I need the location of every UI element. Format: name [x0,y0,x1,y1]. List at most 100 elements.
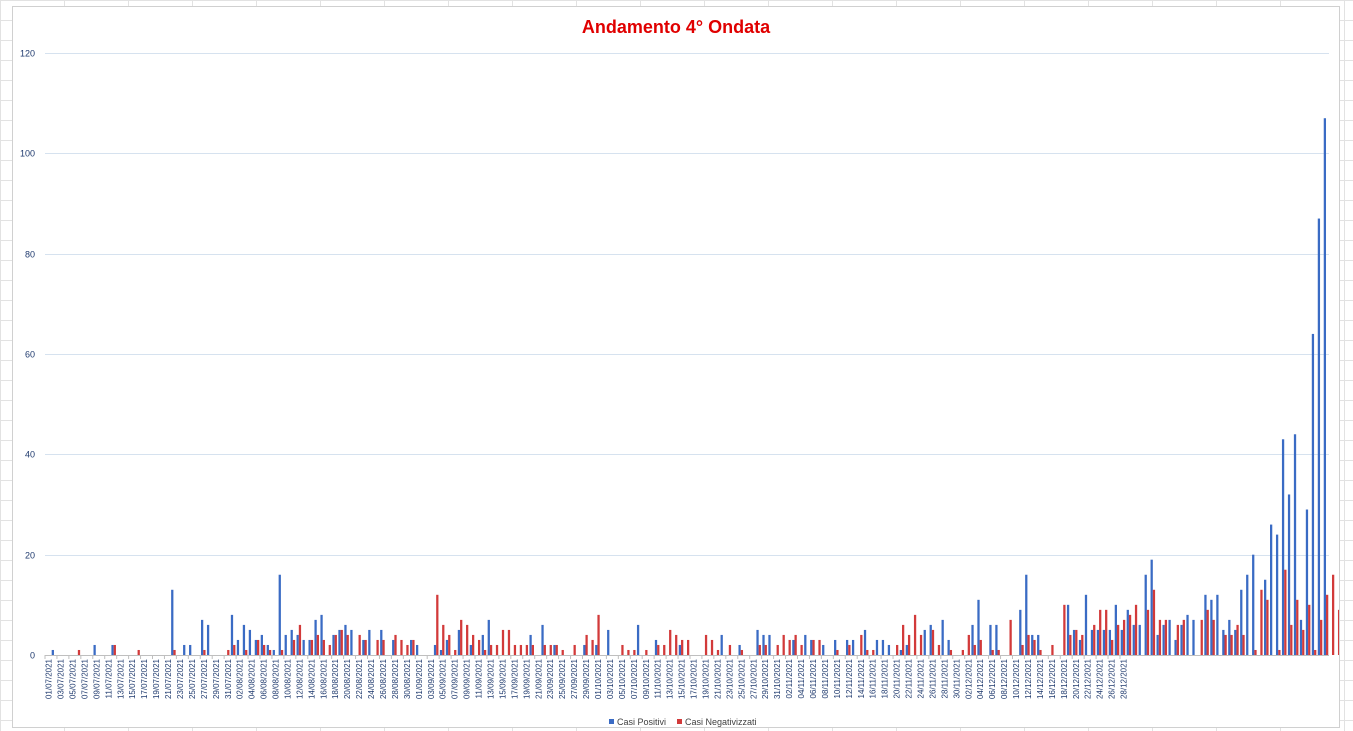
bar [597,614,600,655]
bar [290,629,293,655]
x-tick-label: 05/09/2021 [439,658,448,699]
bar [489,644,493,655]
bar [728,644,732,655]
bar [340,629,343,655]
bar [1174,639,1177,655]
bar [433,644,437,655]
bar [344,624,347,655]
x-tick-label: 22/12/2021 [1084,658,1093,699]
bar [919,634,923,655]
bar [1072,629,1076,655]
bar [899,649,902,655]
x-tick-label: 19/07/2021 [152,658,161,699]
bar [875,639,879,655]
x-tick-label: 27/10/2021 [749,658,758,699]
bar [1278,649,1281,655]
bar [477,639,481,655]
x-tick-label: 28/11/2021 [940,658,949,698]
bar [230,614,234,655]
bar [971,624,974,655]
x-tick-label: 31/07/2021 [224,658,233,699]
bar [1150,559,1153,655]
bar [1128,614,1132,655]
bar [137,649,140,655]
x-tick-label: 20/12/2021 [1072,658,1081,699]
bar [896,644,899,655]
x-tick-label: 30/08/2021 [403,658,412,699]
bar [553,644,556,655]
x-tick-label: 17/10/2021 [690,658,699,699]
bar [448,634,451,655]
bar [758,644,761,655]
x-tick-label: 19/09/2021 [522,658,531,699]
bar [561,649,564,655]
x-tick-label: 15/09/2021 [498,658,507,699]
x-tick-label: 05/10/2021 [618,658,627,699]
bar [941,619,944,655]
bar [997,649,1000,655]
x-tick-label: 17/07/2021 [140,658,149,699]
bar [189,644,192,655]
bar [113,644,116,655]
x-tick-label: 25/09/2021 [558,658,567,699]
bar [203,649,206,655]
bar [1305,509,1309,655]
x-tick-label: 17/09/2021 [510,658,519,699]
x-tick-label: 03/07/2021 [57,658,66,699]
bar [1146,609,1150,655]
bar [1108,629,1112,655]
bar [242,624,246,655]
bar [280,649,284,655]
bar [1204,594,1207,655]
bar [1176,624,1179,655]
x-tick-label: 04/12/2021 [976,658,985,699]
bar [1234,629,1237,655]
bar [929,624,932,655]
x-tick-label: 05/07/2021 [68,658,77,699]
bar [583,644,586,655]
bar [1206,609,1209,655]
y-tick-label: 0 [30,651,35,661]
x-tick-label: 10/11/2021 [833,658,842,698]
bar [278,574,281,655]
bar [1326,594,1329,655]
bar [836,649,839,655]
bar [1228,619,1231,655]
bar [1156,634,1159,655]
bar [495,644,499,655]
y-tick-label: 80 [25,250,35,260]
bar [1116,624,1120,655]
bar [1314,649,1317,655]
x-tick-label: 30/11/2021 [952,658,961,698]
x-tick-label: 14/08/2021 [307,658,316,699]
legend-swatch-casi-positivi [609,719,614,724]
bar [902,624,905,655]
bar [332,634,335,655]
x-tick-label: 21/09/2021 [534,658,543,699]
bar [268,649,272,655]
bar [1270,524,1273,655]
bar [322,639,325,655]
x-tick-label: 01/07/2021 [45,658,54,699]
bar [1287,494,1291,655]
x-tick-label: 08/08/2021 [272,658,281,699]
bar [1102,629,1106,655]
bar [848,644,851,655]
bar [756,629,759,655]
bar [1051,644,1054,655]
y-tick-label: 20 [25,551,35,561]
bar [860,634,863,655]
bar [1266,599,1269,655]
bar [1138,624,1141,655]
bar [1240,589,1243,655]
x-tick-label: 22/11/2021 [905,658,914,698]
x-tick-label: 16/12/2021 [1048,658,1057,699]
bar [573,644,576,655]
bar-chart: Andamento 4° Ondata 0 20 40 60 80 100 120 01/0… [20,17,1339,727]
bar [834,639,837,655]
bar [704,634,708,655]
x-tick-label: 18/08/2021 [331,658,340,699]
bar [392,639,395,655]
bar [248,629,252,655]
chart-area[interactable]: Andamento 4° Ondata 0 20 40 60 80 100 120 01/0… [12,6,1340,728]
